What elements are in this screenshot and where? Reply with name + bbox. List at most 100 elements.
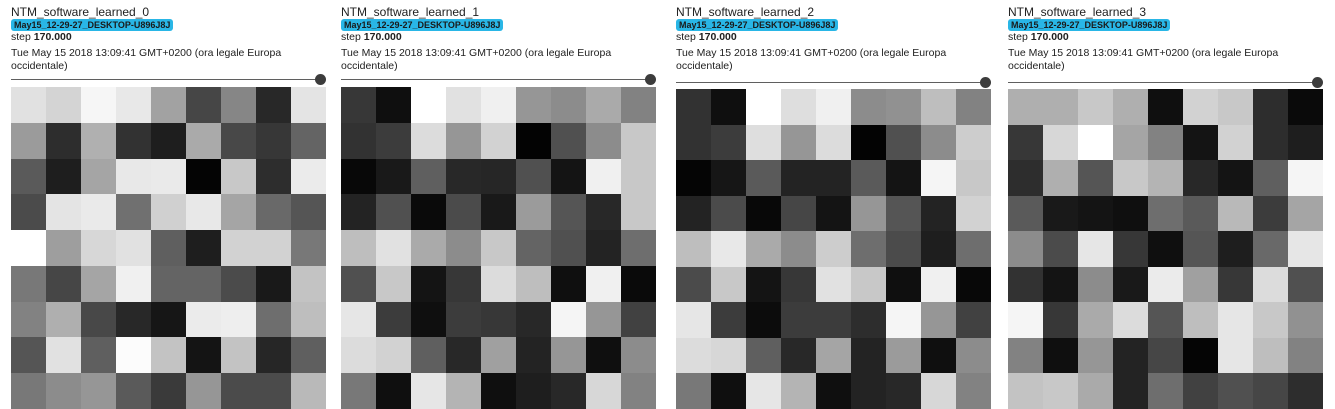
matrix-cell bbox=[1043, 266, 1078, 303]
matrix-cell bbox=[1008, 302, 1043, 338]
matrix-cell bbox=[1113, 373, 1148, 409]
matrix-cell bbox=[551, 301, 586, 338]
matrix-cell bbox=[291, 337, 326, 374]
matrix-cell bbox=[551, 122, 586, 159]
matrix-cell bbox=[446, 158, 481, 195]
matrix-cell bbox=[221, 230, 256, 266]
matrix-cell bbox=[341, 87, 376, 123]
matrix-cell bbox=[1008, 195, 1043, 232]
step-value: 170.000 bbox=[698, 31, 737, 43]
matrix-cell bbox=[781, 337, 816, 374]
matrix-cell bbox=[151, 337, 186, 374]
matrix-cell bbox=[481, 301, 516, 338]
run-badge: May15_12-29-27_DESKTOP-U896J8J bbox=[1008, 19, 1171, 31]
matrix-cell bbox=[291, 301, 326, 338]
step-info: step 170.000 bbox=[676, 31, 737, 43]
step-info: step 170.000 bbox=[11, 31, 72, 43]
matrix-cell bbox=[676, 266, 711, 303]
matrix-cell bbox=[886, 160, 921, 196]
run-badge: May15_12-29-27_DESKTOP-U896J8J bbox=[341, 19, 504, 31]
matrix-cell bbox=[411, 230, 446, 266]
matrix-cell bbox=[341, 230, 376, 266]
slider-thumb-icon[interactable] bbox=[645, 74, 656, 85]
matrix-cell bbox=[446, 373, 481, 409]
matrix-cell bbox=[1183, 195, 1218, 232]
step-label: step bbox=[1008, 31, 1028, 43]
matrix-cell bbox=[1288, 231, 1323, 267]
matrix-cell bbox=[291, 87, 326, 123]
matrix-cell bbox=[921, 231, 956, 267]
matrix-cell bbox=[46, 230, 81, 266]
matrix-cell bbox=[151, 87, 186, 123]
matrix-cell bbox=[1183, 89, 1218, 125]
matrix-cell bbox=[1183, 160, 1218, 196]
matrix-cell bbox=[781, 266, 816, 303]
matrix-cell bbox=[256, 373, 291, 409]
matrix-cell bbox=[1218, 160, 1253, 196]
matrix-cell bbox=[151, 158, 186, 195]
matrix-cell bbox=[676, 231, 711, 267]
matrix-cell bbox=[116, 87, 151, 123]
matrix-cell bbox=[151, 194, 186, 231]
matrix-cell bbox=[851, 231, 886, 267]
matrix-cell bbox=[481, 87, 516, 123]
matrix-cell bbox=[956, 302, 991, 338]
step-slider[interactable] bbox=[1008, 82, 1317, 83]
matrix-cell bbox=[376, 158, 411, 195]
matrix-cell bbox=[1218, 89, 1253, 125]
matrix-cell bbox=[956, 266, 991, 303]
matrix-cell bbox=[221, 337, 256, 374]
matrix-cell bbox=[116, 194, 151, 231]
matrix-cell bbox=[516, 122, 551, 159]
matrix-cell bbox=[1008, 337, 1043, 374]
matrix-cell bbox=[81, 301, 116, 338]
matrix-cell bbox=[291, 194, 326, 231]
step-slider[interactable] bbox=[341, 79, 650, 80]
matrix-cell bbox=[711, 124, 746, 161]
matrix-cell bbox=[186, 158, 221, 195]
step-label: step bbox=[341, 31, 361, 43]
matrix-cell bbox=[1218, 302, 1253, 338]
matrix-cell bbox=[1288, 89, 1323, 125]
matrix-cell bbox=[186, 301, 221, 338]
matrix-cell bbox=[551, 373, 586, 409]
matrix-cell bbox=[851, 337, 886, 374]
matrix-cell bbox=[186, 373, 221, 409]
matrix-cell bbox=[1008, 124, 1043, 161]
matrix-cell bbox=[151, 301, 186, 338]
matrix-cell bbox=[446, 87, 481, 123]
matrix-cell bbox=[1288, 337, 1323, 374]
matrix-cell bbox=[256, 230, 291, 266]
step-slider[interactable] bbox=[11, 79, 320, 80]
matrix-cell bbox=[711, 373, 746, 409]
matrix-cell bbox=[921, 195, 956, 232]
slider-thumb-icon[interactable] bbox=[980, 77, 991, 88]
step-slider[interactable] bbox=[676, 82, 985, 83]
matrix-cell bbox=[341, 122, 376, 159]
matrix-cell bbox=[746, 160, 781, 196]
matrix-cell bbox=[291, 122, 326, 159]
matrix-cell bbox=[621, 230, 656, 266]
matrix-cell bbox=[816, 373, 851, 409]
matrix-cell bbox=[921, 89, 956, 125]
matrix-cell bbox=[711, 231, 746, 267]
matrix-cell bbox=[411, 158, 446, 195]
matrix-cell bbox=[46, 194, 81, 231]
matrix-cell bbox=[711, 337, 746, 374]
matrix-cell bbox=[1183, 302, 1218, 338]
matrix-cell bbox=[886, 302, 921, 338]
matrix-cell bbox=[886, 373, 921, 409]
matrix-cell bbox=[81, 373, 116, 409]
slider-thumb-icon[interactable] bbox=[315, 74, 326, 85]
matrix-cell bbox=[851, 266, 886, 303]
matrix-cell bbox=[256, 301, 291, 338]
slider-thumb-icon[interactable] bbox=[1312, 77, 1323, 88]
matrix-cell bbox=[116, 301, 151, 338]
matrix-cell bbox=[1218, 373, 1253, 409]
matrix-cell bbox=[11, 122, 46, 159]
matrix-cell bbox=[81, 230, 116, 266]
matrix-cell bbox=[446, 122, 481, 159]
matrix-cell bbox=[256, 194, 291, 231]
matrix-cell bbox=[1148, 337, 1183, 374]
matrix-cell bbox=[221, 158, 256, 195]
